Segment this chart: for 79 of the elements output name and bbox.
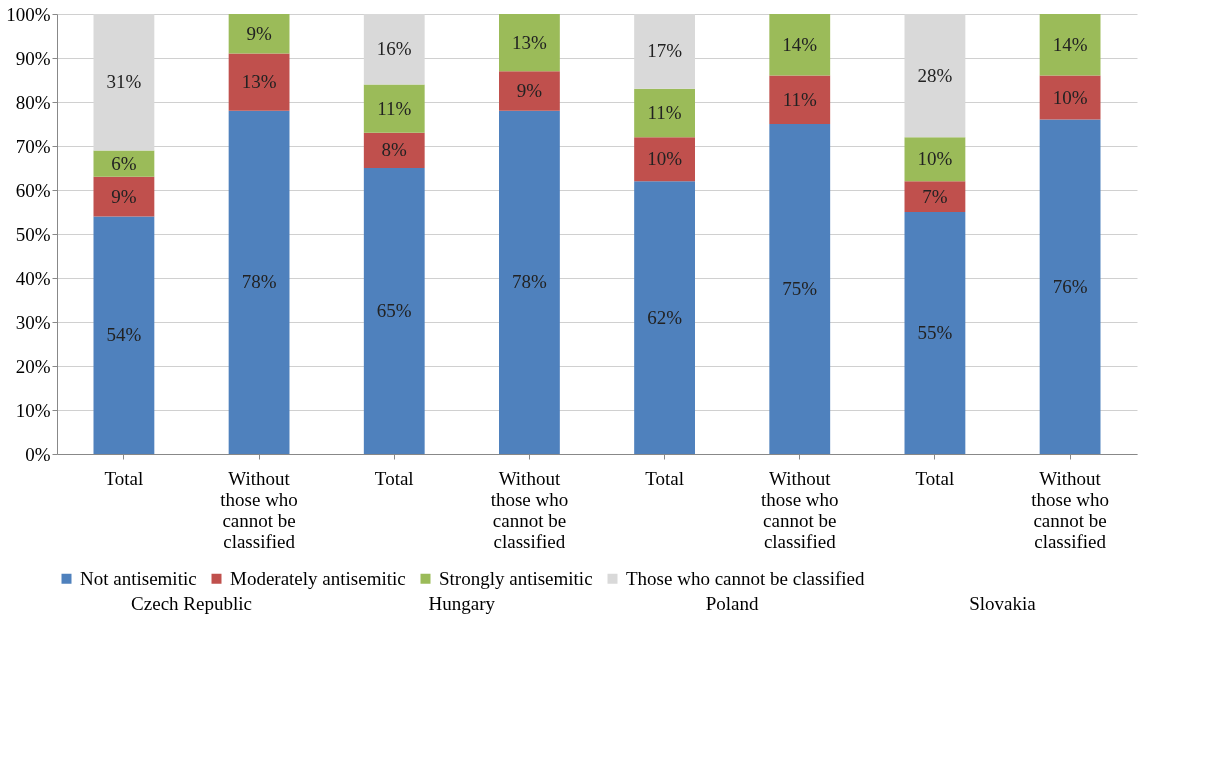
data-label: 13% xyxy=(512,31,547,53)
x-tick-label: Without those who cannot be classified xyxy=(760,467,839,552)
y-tick-label: 0% xyxy=(25,443,51,465)
y-tick-label: 100% xyxy=(6,3,51,25)
data-label: 8% xyxy=(381,139,408,161)
bar xyxy=(228,110,290,454)
data-label: 9% xyxy=(111,185,137,207)
bar xyxy=(1039,75,1101,120)
legend-label: Not antisemitic xyxy=(80,567,197,589)
data-label: 76% xyxy=(1052,275,1088,297)
data-label: 9% xyxy=(516,80,543,101)
data-label: 10% xyxy=(917,148,953,170)
bar xyxy=(634,88,695,138)
data-label: 78% xyxy=(241,271,277,293)
bar xyxy=(904,181,966,212)
data-label: 10% xyxy=(647,148,683,170)
data-label: 17% xyxy=(647,40,683,62)
data-label: 14% xyxy=(1052,33,1088,55)
data-label: 65% xyxy=(376,300,412,321)
data-label: 78% xyxy=(512,271,547,293)
data-label: 11% xyxy=(377,97,412,119)
x-tick-label: Total xyxy=(645,467,684,489)
text: Czech Republic xyxy=(131,593,252,614)
x-tick-label: Total xyxy=(104,467,144,489)
data-label: 7% xyxy=(922,185,948,207)
bar xyxy=(363,132,425,168)
bar xyxy=(634,137,695,182)
bar xyxy=(769,124,831,454)
bar xyxy=(1039,119,1101,454)
data-label: 14% xyxy=(782,33,818,55)
data-label: 13% xyxy=(241,71,277,93)
data-label: 31% xyxy=(106,71,142,93)
text: Poland xyxy=(705,593,760,614)
x-tick-label: Without those who cannot be classified xyxy=(220,467,298,552)
bar xyxy=(499,110,560,454)
data-label: 10% xyxy=(1052,86,1088,108)
bar xyxy=(1039,14,1101,76)
y-tick-label: 10% xyxy=(15,399,51,421)
data-label: 11% xyxy=(782,88,817,110)
x-tick-label: Total xyxy=(915,467,955,489)
y-tick-label: 50% xyxy=(15,223,51,245)
y-tick-label: 40% xyxy=(15,267,51,289)
text: Slovakia xyxy=(969,593,1037,614)
data-label: 54% xyxy=(106,324,142,346)
bar xyxy=(634,181,695,454)
data-label: 9% xyxy=(246,22,272,44)
bar xyxy=(93,150,155,177)
data-label: 75% xyxy=(782,278,818,299)
x-tick-label: Total xyxy=(374,467,414,489)
y-tick-label: 80% xyxy=(15,91,51,113)
legend-label: Those who cannot be classified xyxy=(626,567,865,589)
bar xyxy=(363,168,425,454)
bar xyxy=(228,53,290,111)
data-label: 16% xyxy=(376,38,412,60)
bar xyxy=(499,14,560,72)
x-tick-label: Without those who cannot be classified xyxy=(1031,467,1109,552)
data-label: 11% xyxy=(647,102,682,123)
data-label: 55% xyxy=(917,322,953,343)
y-tick-label: 20% xyxy=(15,355,51,377)
legend-label: Moderately antisemitic xyxy=(230,567,406,589)
bar xyxy=(93,216,155,454)
bar xyxy=(769,14,831,76)
bar xyxy=(499,71,560,111)
y-tick-label: 70% xyxy=(15,135,51,157)
bar xyxy=(769,75,831,124)
data-label: 6% xyxy=(111,152,137,174)
x-tick-label: Without those who cannot be classified xyxy=(490,467,569,552)
y-tick-label: 60% xyxy=(15,179,51,201)
bar xyxy=(93,176,155,217)
bar xyxy=(904,137,966,182)
y-tick-label: 90% xyxy=(15,47,51,69)
text: Hungary xyxy=(428,593,496,614)
bar xyxy=(904,212,966,454)
data-label: 62% xyxy=(647,306,683,328)
bar xyxy=(363,84,425,133)
bar xyxy=(228,14,290,54)
y-tick-label: 30% xyxy=(15,311,51,333)
data-label: 28% xyxy=(917,64,953,86)
legend-label: Strongly antisemitic xyxy=(439,567,593,589)
